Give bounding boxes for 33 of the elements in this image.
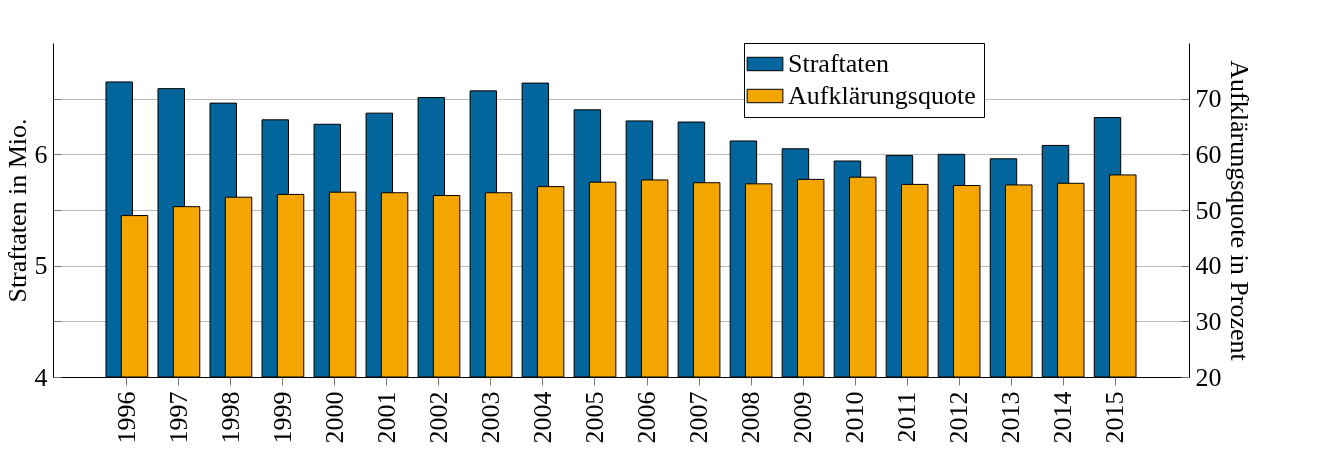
x-tick-label: 2009 bbox=[788, 391, 818, 444]
y2-tick-label: 50 bbox=[1195, 195, 1222, 225]
x-tick-label: 2007 bbox=[684, 391, 714, 444]
x-tick-label: 2012 bbox=[944, 391, 974, 444]
x-tick-label: 2001 bbox=[371, 391, 401, 444]
x-tick-label: 2015 bbox=[1100, 391, 1130, 444]
x-tick-label: 2000 bbox=[319, 391, 349, 444]
y2-tick-label: 70 bbox=[1195, 84, 1222, 114]
x-tick-label: 1996 bbox=[111, 391, 141, 444]
x-tick-label: 2013 bbox=[996, 391, 1026, 444]
x-tick-label: 2008 bbox=[736, 391, 766, 444]
x-tick-label: 2002 bbox=[423, 391, 453, 444]
y-tick-label: 6 bbox=[34, 139, 48, 169]
y-tick-label: 4 bbox=[34, 362, 48, 392]
y2-tick-label: 60 bbox=[1195, 139, 1222, 169]
x-tick-label: 2014 bbox=[1048, 391, 1078, 444]
x-tick-label: 1997 bbox=[163, 391, 193, 444]
x-tick-label: 2011 bbox=[892, 391, 922, 443]
x-tick-label: 2005 bbox=[579, 391, 609, 444]
y2-axis-title: Aufklärungsquote in Prozent bbox=[1224, 60, 1254, 362]
y2-tick-label: 20 bbox=[1195, 362, 1222, 392]
x-tick-label: 2006 bbox=[632, 391, 662, 444]
x-tick-label: 1999 bbox=[267, 391, 297, 444]
y-tick-label: 5 bbox=[34, 251, 48, 281]
x-tick-label: 1998 bbox=[215, 391, 245, 444]
y2-tick-label: 40 bbox=[1195, 251, 1222, 281]
x-tick-label: 2003 bbox=[475, 391, 505, 444]
y2-tick-label: 30 bbox=[1195, 306, 1222, 336]
legend-label: Straftaten bbox=[788, 49, 890, 78]
y-axis-title: Straftaten in Mio. bbox=[2, 118, 32, 303]
x-tick-label: 2004 bbox=[527, 391, 557, 444]
legend-label: Aufklärungsquote bbox=[788, 81, 976, 110]
x-tick-label: 2010 bbox=[840, 391, 870, 444]
